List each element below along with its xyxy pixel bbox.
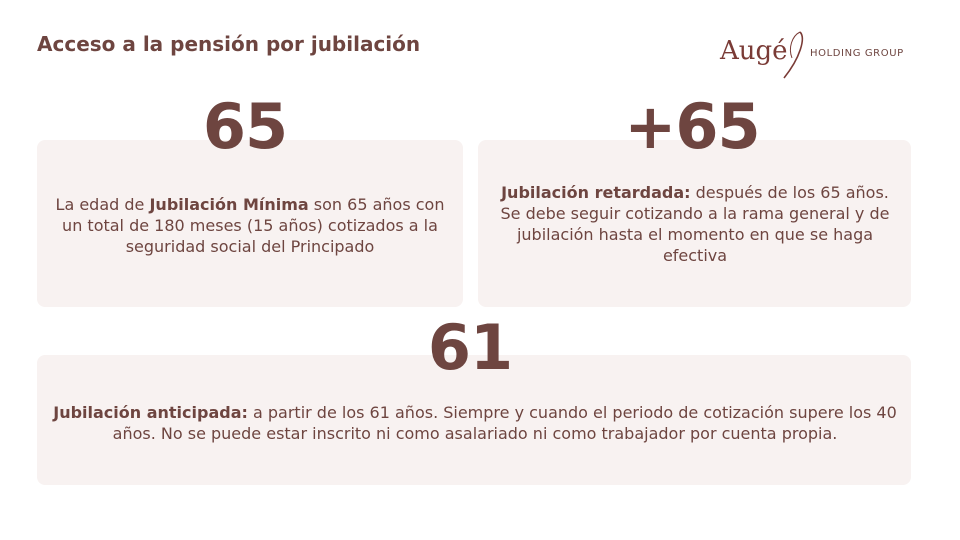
age-number-61: 61: [427, 311, 513, 384]
logo-subtitle: HOLDING GROUP: [810, 48, 904, 59]
text-body: a partir de los 61 años. Siempre y cuand…: [112, 403, 897, 443]
logo-swoosh-icon: [783, 31, 804, 79]
card-text-minimum: La edad de Jubilación Mínima son 65 años…: [52, 194, 448, 257]
age-number-65: 65: [202, 90, 288, 163]
text-prefix: La edad de: [55, 195, 150, 214]
card-delayed-retirement: [478, 140, 911, 307]
card-text-early: Jubilación anticipada: a partir de los 6…: [50, 402, 900, 444]
card-minimum-retirement: [37, 140, 463, 307]
text-bold: Jubilación anticipada:: [53, 403, 248, 422]
text-bold: Jubilación retardada:: [501, 183, 691, 202]
card-text-delayed: Jubilación retardada: después de los 65 …: [490, 182, 900, 266]
page-title: Acceso a la pensión por jubilación: [37, 32, 421, 56]
text-bold: Jubilación Mínima: [149, 195, 309, 214]
text-body: son 65 años con un total de 180 meses (1…: [62, 195, 445, 256]
age-number-plus65: +65: [624, 90, 760, 163]
text-body: después de los 65 años. Se debe seguir c…: [500, 183, 890, 265]
logo-wordmark: Augé: [720, 36, 788, 66]
company-logo: Augé HOLDING GROUP: [718, 28, 918, 86]
card-early-retirement: [37, 355, 911, 485]
